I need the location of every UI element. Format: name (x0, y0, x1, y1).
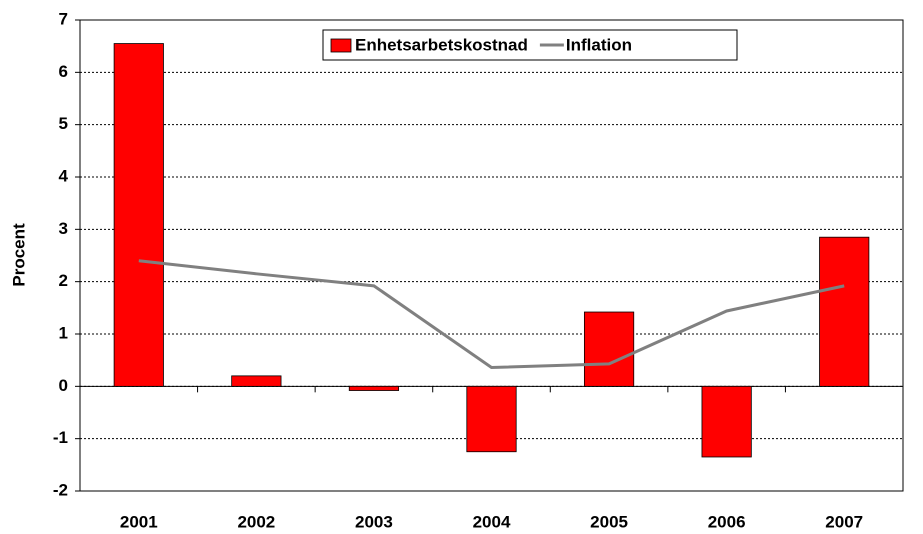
line (138, 259, 845, 370)
y-tick-label: -2 (53, 480, 68, 499)
y-tick-label: 7 (59, 9, 68, 28)
bar (701, 385, 752, 458)
legend-label: Enhetsarbetskostnad (355, 35, 528, 54)
bar (231, 375, 282, 387)
legend-label: Inflation (566, 35, 632, 54)
bar (466, 385, 517, 453)
y-tick-label: 2 (59, 271, 68, 290)
legend-box (322, 29, 738, 61)
y-tick-label: 5 (59, 114, 68, 133)
legend-swatch (330, 38, 352, 53)
x-tick-label: 2005 (590, 512, 628, 531)
x-tick-label: 2002 (237, 512, 275, 531)
y-tick-label: 4 (59, 166, 69, 185)
y-tick-label: 1 (59, 323, 68, 342)
x-tick-label: 2003 (355, 512, 393, 531)
y-axis-label: Procent (9, 223, 28, 287)
x-tick-label: 2007 (825, 512, 863, 531)
y-tick-label: 0 (59, 376, 68, 395)
bar (348, 385, 400, 391)
x-tick-label: 2004 (473, 512, 511, 531)
bar (819, 236, 870, 387)
bar (113, 43, 164, 387)
x-tick-label: 2006 (708, 512, 746, 531)
bar (583, 311, 635, 387)
y-tick-label: -1 (53, 428, 68, 447)
x-tick-label: 2001 (120, 512, 158, 531)
plot-border (79, 19, 904, 492)
y-tick-label: 6 (59, 62, 68, 81)
y-tick-label: 3 (59, 219, 68, 238)
